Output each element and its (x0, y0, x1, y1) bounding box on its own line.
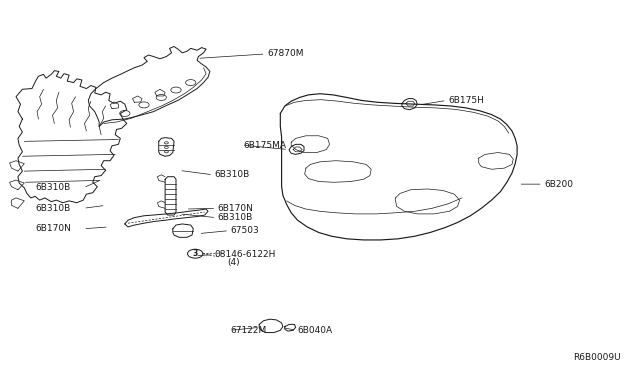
Text: 6B310B: 6B310B (35, 204, 70, 213)
Text: 6B310B: 6B310B (214, 170, 250, 179)
Text: R6B0009U: R6B0009U (573, 353, 621, 362)
Text: 6B175H: 6B175H (448, 96, 484, 105)
Text: 6B310B: 6B310B (35, 183, 70, 192)
Text: 6B040A: 6B040A (298, 326, 333, 335)
Text: 67122M: 67122M (230, 326, 267, 335)
Text: 6B175MA: 6B175MA (243, 141, 286, 150)
Text: 67870M: 67870M (268, 49, 304, 58)
Text: 3: 3 (193, 249, 198, 258)
Text: 6B200: 6B200 (544, 180, 573, 189)
Text: (4): (4) (227, 258, 240, 267)
Text: 67503: 67503 (230, 226, 259, 235)
Text: 6B170N: 6B170N (35, 224, 71, 233)
Text: 6B170N: 6B170N (218, 204, 253, 213)
Text: 08146-6122H: 08146-6122H (214, 250, 276, 259)
Text: 6B310B: 6B310B (218, 213, 253, 222)
